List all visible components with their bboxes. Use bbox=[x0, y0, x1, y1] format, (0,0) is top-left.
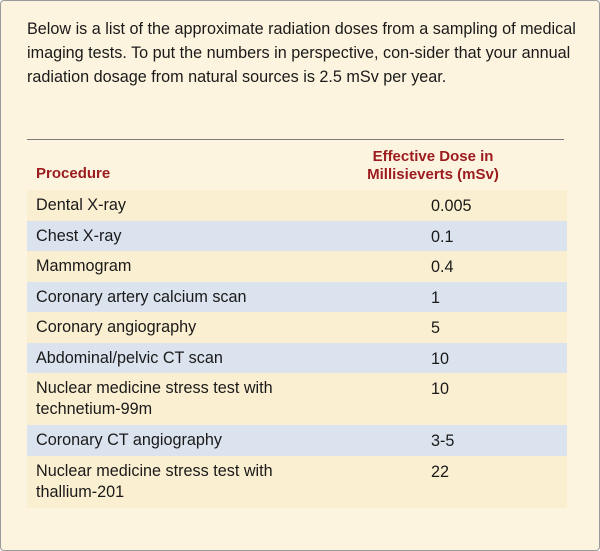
dose-cell: 0.1 bbox=[431, 227, 454, 246]
procedure-cell: Coronary artery calcium scan bbox=[36, 287, 247, 306]
table-row: Chest X-ray 0.1 bbox=[27, 220, 567, 251]
table-row: Abdominal/pelvic CT scan 10 bbox=[27, 342, 567, 373]
procedure-cell: Mammogram bbox=[36, 257, 132, 275]
dose-cell: 10 bbox=[431, 380, 450, 398]
table-header: Procedure Effective Dose in Millisievert… bbox=[27, 140, 567, 190]
table-row: Coronary artery calcium scan 1 bbox=[27, 281, 567, 312]
table-row: Mammogram 0.4 bbox=[27, 251, 567, 282]
table-row: Nuclear medicine stress test with thalli… bbox=[27, 455, 567, 508]
dose-cell: 1 bbox=[431, 288, 441, 307]
dose-cell: 0.005 bbox=[431, 197, 472, 215]
procedure-cell: Abdominal/pelvic CT scan bbox=[36, 348, 223, 367]
dose-cell: 3-5 bbox=[431, 432, 455, 450]
table-row: Dental X-ray 0.005 bbox=[27, 190, 567, 221]
intro-paragraph: Below is a list of the approximate radia… bbox=[27, 20, 576, 86]
header-procedure: Procedure bbox=[36, 165, 111, 182]
procedure-cell: Nuclear medicine stress test with techne… bbox=[36, 379, 273, 418]
dose-cell: 0.4 bbox=[431, 258, 454, 276]
procedure-cell: Chest X-ray bbox=[36, 226, 122, 245]
procedure-cell: Coronary CT angiography bbox=[36, 431, 222, 449]
dose-cell: 10 bbox=[431, 349, 450, 368]
table-row: Nuclear medicine stress test with techne… bbox=[27, 373, 567, 425]
table-row: Coronary CT angiography 3-5 bbox=[27, 425, 567, 456]
table-row: Coronary angiography 5 bbox=[27, 312, 567, 343]
procedure-cell: Dental X-ray bbox=[36, 196, 126, 214]
dose-table: Procedure Effective Dose in Millisievert… bbox=[27, 140, 567, 508]
dose-cell: 5 bbox=[431, 319, 441, 337]
divider bbox=[27, 139, 564, 140]
header-dose: Effective Dose in Millisieverts (mSv) bbox=[367, 148, 499, 183]
procedure-cell: Coronary angiography bbox=[36, 318, 197, 336]
procedure-cell: Nuclear medicine stress test with thalli… bbox=[36, 461, 273, 501]
dose-cell: 22 bbox=[431, 462, 450, 481]
